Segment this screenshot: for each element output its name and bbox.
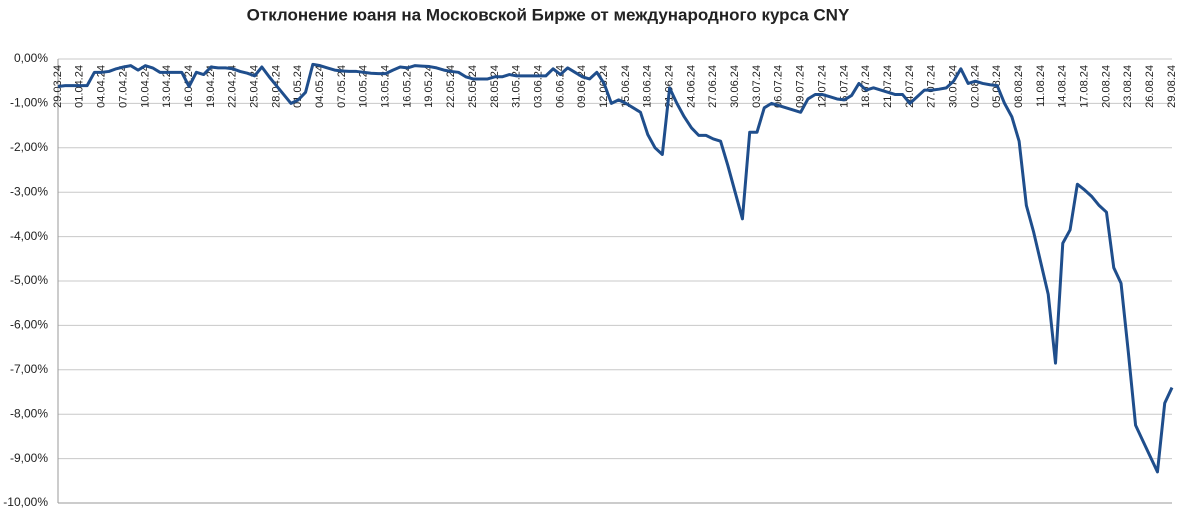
x-tick-label: 07.04.24 bbox=[117, 65, 129, 108]
x-tick-label: 12.07.24 bbox=[816, 65, 828, 108]
x-tick-label: 24.07.24 bbox=[904, 65, 916, 108]
x-tick-label: 02.08.24 bbox=[969, 65, 981, 108]
y-tick-label: -6,00% bbox=[10, 318, 48, 332]
x-tick-label: 11.08.24 bbox=[1035, 65, 1047, 107]
y-tick-label: -7,00% bbox=[10, 362, 48, 376]
y-tick-label: -10,00% bbox=[3, 495, 48, 509]
x-tick-label: 21.07.24 bbox=[882, 65, 894, 108]
x-tick-label: 28.05.24 bbox=[489, 65, 501, 108]
y-tick-label: -4,00% bbox=[10, 229, 48, 243]
x-tick-label: 10.05.24 bbox=[358, 65, 370, 108]
x-tick-label: 29.08.24 bbox=[1166, 65, 1178, 108]
y-tick-label: -1,00% bbox=[10, 96, 48, 110]
y-tick-label: -8,00% bbox=[10, 406, 48, 420]
x-tick-label: 31.05.24 bbox=[511, 65, 523, 108]
x-tick-label: 15.06.24 bbox=[620, 65, 632, 108]
x-tick-label: 18.06.24 bbox=[642, 65, 654, 108]
y-tick-label: -2,00% bbox=[10, 140, 48, 154]
x-tick-label: 13.04.24 bbox=[161, 65, 173, 108]
x-tick-label: 19.04.24 bbox=[205, 65, 217, 108]
x-tick-label: 04.04.24 bbox=[96, 65, 108, 108]
x-tick-label: 20.08.24 bbox=[1100, 65, 1112, 108]
x-tick-label: 30.06.24 bbox=[729, 65, 741, 108]
x-tick-label: 10.04.24 bbox=[139, 65, 151, 108]
x-tick-label: 15.07.24 bbox=[838, 65, 850, 108]
line-series bbox=[57, 62, 1174, 474]
x-tick-label: 29.03.24 bbox=[52, 65, 64, 108]
y-tick-label: -3,00% bbox=[10, 184, 48, 198]
x-tick-label: 14.08.24 bbox=[1057, 65, 1069, 108]
x-tick-label: 22.05.24 bbox=[445, 65, 457, 108]
y-tick-label: -5,00% bbox=[10, 273, 48, 287]
x-tick-label: 17.08.24 bbox=[1079, 65, 1091, 108]
x-tick-label: 18.07.24 bbox=[860, 65, 872, 108]
x-tick-label: 06.06.24 bbox=[554, 65, 566, 108]
x-tick-label: 23.08.24 bbox=[1122, 65, 1134, 108]
x-tick-label: 19.05.24 bbox=[423, 65, 435, 108]
x-tick-label: 07.05.24 bbox=[336, 65, 348, 108]
x-tick-label: 09.06.24 bbox=[576, 65, 588, 108]
x-tick-label: 16.05.24 bbox=[401, 65, 413, 108]
chart-title: Отклонение юаня на Московской Бирже от м… bbox=[247, 5, 850, 24]
x-tick-label: 03.06.24 bbox=[532, 65, 544, 108]
x-tick-label: 08.08.24 bbox=[1013, 65, 1025, 108]
x-tick-label: 03.07.24 bbox=[751, 65, 763, 108]
x-tick-label: 26.08.24 bbox=[1144, 65, 1156, 108]
x-tick-label: 25.05.24 bbox=[467, 65, 479, 108]
x-tick-label: 04.05.24 bbox=[314, 65, 326, 108]
y-tick-label: 0,00% bbox=[14, 51, 48, 65]
x-tick-label: 13.05.24 bbox=[380, 65, 392, 108]
x-tick-label: 27.06.24 bbox=[707, 65, 719, 108]
x-tick-label: 22.04.24 bbox=[227, 65, 239, 108]
x-tick-label: 24.06.24 bbox=[685, 65, 697, 108]
x-tick-label: 27.07.24 bbox=[926, 65, 938, 108]
y-tick-label: -9,00% bbox=[10, 451, 48, 465]
x-tick-label: 06.07.24 bbox=[773, 65, 785, 108]
x-tick-label: 09.07.24 bbox=[795, 65, 807, 108]
